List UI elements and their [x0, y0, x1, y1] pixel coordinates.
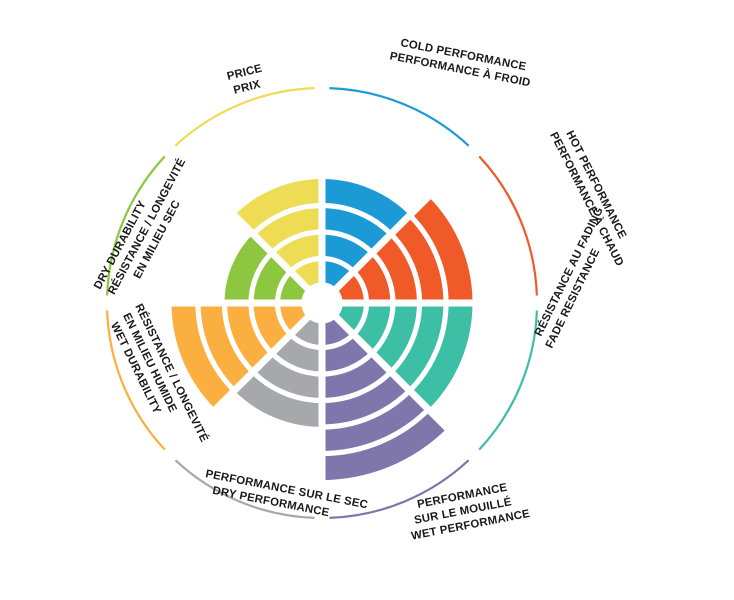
spoke-price — [190, 171, 324, 305]
ring-separator-dry-performance-3 — [249, 368, 324, 404]
ring-separator-hot-performance-4 — [406, 211, 449, 306]
spokes-layer — [139, 120, 505, 486]
outer-guide-arcs-layer — [106, 87, 538, 519]
ring-separator-hot-performance-3 — [387, 230, 423, 305]
label-price-fr: PRIX — [232, 78, 262, 96]
spoke-hot-performance — [320, 171, 454, 305]
wedge-dry-durability[interactable] — [224, 234, 323, 303]
wedge-wet-performance[interactable] — [322, 303, 448, 480]
guide-arc-dry-durability — [106, 155, 166, 296]
guide-arc-cold-performance — [329, 87, 470, 147]
label-wet-performance: PERFORMANCE SUR LE MOUILLÉ WET PERFORMAN… — [410, 482, 531, 543]
ring-separator-price-3 — [249, 202, 324, 238]
guide-arc-price — [174, 87, 315, 147]
label-hot-performance: HOT PERFORMANCE PERFORMANCE À CHAUD — [547, 129, 628, 268]
label-price: PRICE PRIX — [226, 63, 264, 97]
guide-arc-dry-performance — [174, 459, 315, 519]
ring-separator-hot-performance-2 — [369, 250, 396, 305]
ring-separator-price-2 — [269, 229, 324, 256]
ring-separator-dry-durability-2 — [248, 250, 275, 305]
guide-arc-wet-durability — [106, 310, 166, 451]
spoke-wet-durability — [190, 301, 324, 435]
ring-separator-dry-performance-2 — [269, 350, 324, 377]
ring-separator-wet-durability-4 — [195, 300, 238, 395]
ring-separator-wet-performance-3 — [320, 368, 395, 404]
ring-separator-wet-performance-2 — [320, 350, 375, 377]
guide-arc-wet-performance — [329, 459, 470, 519]
ring-separator-wet-performance-4 — [319, 387, 414, 430]
wheel-hub — [305, 286, 339, 320]
ring-separator-cold-performance-2 — [320, 229, 375, 256]
guide-arc-fade-resistance — [478, 310, 538, 451]
ring-separator-fade-resistance-2 — [369, 301, 396, 356]
ring-separator-fade-resistance-3 — [387, 301, 423, 376]
spoke-wet-performance — [320, 301, 454, 435]
guide-arc-hot-performance — [478, 155, 538, 296]
ring-separator-wet-durability-3 — [221, 301, 257, 376]
ring-separator-wet-performance-5 — [319, 405, 433, 457]
ring-separator-cold-performance-3 — [320, 202, 395, 238]
ring-separator-wet-durability-2 — [248, 301, 275, 356]
label-cold-performance: COLD PERFORMANCE PERFORMANCE À FROID — [389, 37, 532, 89]
ring-separator-fade-resistance-4 — [406, 300, 449, 395]
